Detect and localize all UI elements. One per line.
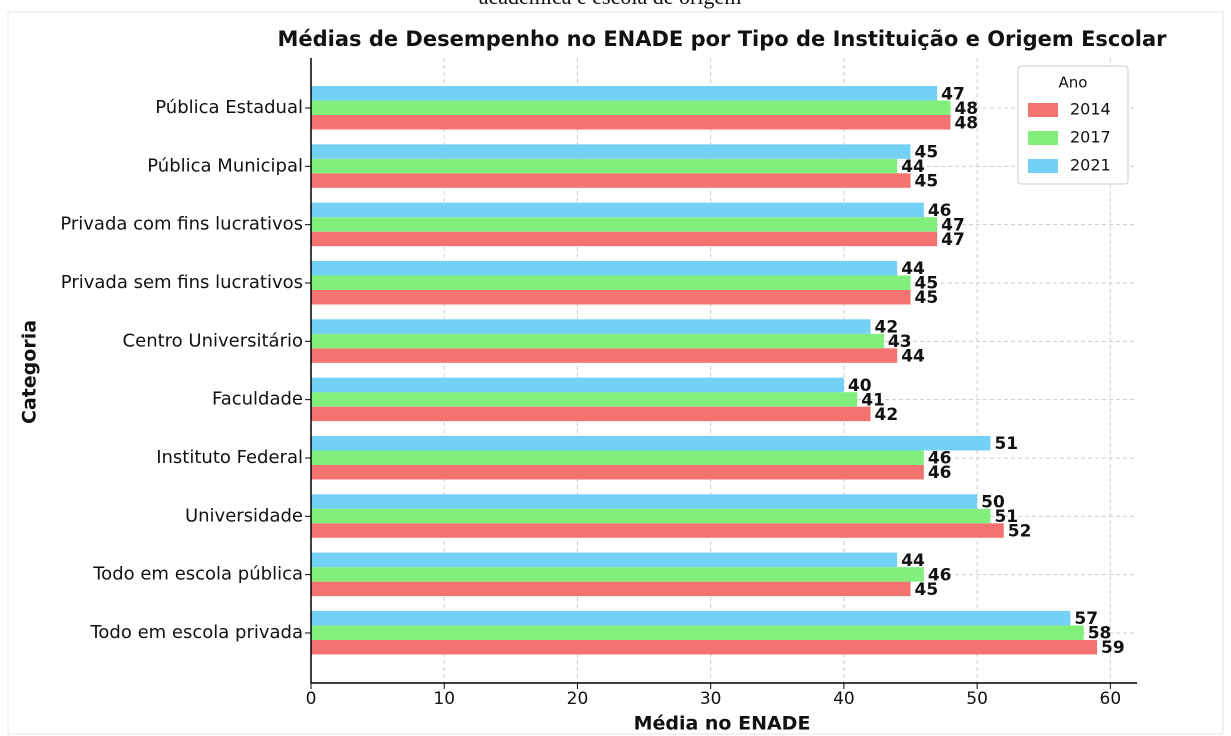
bar [311,625,1084,640]
bar [311,552,898,568]
bar [311,260,898,276]
bar [311,464,924,480]
bar [311,289,911,305]
legend-label: 2017 [1070,128,1111,147]
bar [311,377,844,393]
x-tick-label: 30 [700,689,722,709]
data-label: 40 [848,376,872,396]
legend-swatch [1028,159,1058,173]
y-tick-label: Pública Municipal [147,155,303,176]
chart-title: Médias de Desempenho no ENADE por Tipo d… [277,27,1167,51]
bar [311,392,858,407]
y-tick-label: Faculdade [212,389,303,410]
bar [311,319,871,334]
bar [311,100,951,115]
data-label: 44 [901,551,925,571]
bar [311,173,911,188]
x-tick-label: 40 [833,689,855,709]
bar [311,115,951,130]
bar [311,348,898,363]
data-label: 42 [875,318,899,338]
data-label: 46 [928,463,952,483]
bar [311,333,884,349]
data-label: 59 [1101,638,1125,658]
x-tick-label: 60 [1100,689,1122,709]
legend-label: 2014 [1070,100,1111,119]
data-label: 47 [941,84,965,104]
data-label: 47 [941,230,965,250]
data-label: 46 [928,449,952,469]
data-label: 42 [875,405,899,425]
bar [311,158,898,174]
data-label: 44 [901,157,925,177]
bar [311,275,911,290]
data-label: 58 [1088,624,1112,644]
data-label: 57 [1074,609,1098,629]
data-label: 44 [901,347,925,367]
y-tick-label: Todo em escola pública [92,564,303,585]
bar [311,494,978,509]
data-label: 45 [915,288,939,308]
bar [311,581,911,597]
x-tick-label: 50 [966,689,988,709]
bar [311,231,938,247]
bar [311,567,924,582]
data-label: 52 [1008,522,1032,542]
data-label: 47 [941,215,965,235]
bar [311,610,1071,626]
data-label: 43 [888,332,912,352]
bar [311,435,991,451]
y-tick-label: Centro Universitário [123,330,303,351]
y-tick-label: Pública Estadual [155,97,303,118]
data-label: 41 [861,390,885,410]
y-tick-label: Privada sem fins lucrativos [61,272,303,293]
legend-box [1017,65,1129,185]
y-tick-label: Todo em escola privada [89,622,303,643]
data-label: 45 [915,143,939,163]
frame [7,11,1224,735]
data-label: 46 [928,565,952,585]
data-label: 51 [994,434,1018,454]
legend-swatch [1028,131,1058,145]
bar [311,86,938,101]
legend-swatch [1028,103,1058,117]
bar [311,217,938,232]
bar [311,450,924,465]
y-tick-label: Privada com fins lucrativos [60,214,303,235]
data-label: 48 [954,113,978,133]
x-axis-label: Média no ENADE [634,713,811,735]
bar [311,406,871,422]
y-axis-label: Categoria [19,320,41,424]
y-tick-label: Universidade [185,505,303,526]
data-label: 51 [994,507,1018,527]
bar [311,508,991,524]
data-label: 45 [915,172,939,192]
x-tick-label: 10 [433,689,455,709]
bar [311,144,911,159]
caption: acadêmica e escola de origem [479,0,742,9]
data-label: 45 [915,580,939,600]
bar [311,523,1004,538]
data-label: 44 [901,259,925,279]
y-tick-label: Instituto Federal [156,447,303,468]
x-tick-label: 20 [567,689,589,709]
bar [311,202,924,218]
legend-label: 2021 [1070,156,1111,175]
data-label: 48 [954,99,978,119]
data-label: 45 [915,274,939,294]
data-label: 46 [928,201,952,221]
bar [311,639,1098,655]
legend-title: Ano [1059,74,1088,92]
data-label: 50 [981,493,1005,513]
x-tick-label: 0 [306,689,317,709]
